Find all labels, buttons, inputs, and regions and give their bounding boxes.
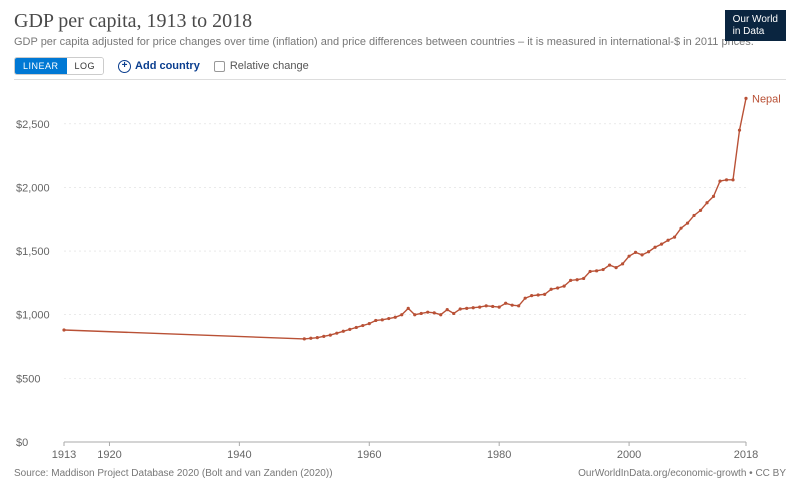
- owid-logo: Our Worldin Data: [725, 10, 786, 41]
- svg-text:1920: 1920: [97, 449, 121, 461]
- svg-text:1940: 1940: [227, 449, 251, 461]
- relative-label: Relative change: [230, 60, 309, 72]
- svg-text:$500: $500: [16, 374, 40, 386]
- checkbox-icon: [214, 61, 225, 72]
- svg-text:1980: 1980: [487, 449, 511, 461]
- attribution: OurWorldInData.org/economic-growth • CC …: [578, 468, 786, 479]
- page-subtitle: GDP per capita adjusted for price change…: [14, 35, 786, 49]
- controls-bar: LINEAR LOG + Add country Relative change: [14, 57, 786, 80]
- linear-button[interactable]: LINEAR: [15, 58, 67, 74]
- svg-text:$0: $0: [16, 437, 28, 449]
- page-title: GDP per capita, 1913 to 2018: [14, 10, 786, 33]
- svg-text:1913: 1913: [52, 449, 76, 461]
- svg-text:Nepal: Nepal: [752, 94, 781, 106]
- svg-text:$1,000: $1,000: [16, 310, 50, 322]
- source-text: Source: Maddison Project Database 2020 (…: [14, 468, 333, 479]
- svg-text:$1,500: $1,500: [16, 246, 50, 258]
- log-button[interactable]: LOG: [67, 58, 104, 74]
- svg-text:$2,500: $2,500: [16, 119, 50, 131]
- add-country-button[interactable]: + Add country: [118, 60, 200, 73]
- svg-text:1960: 1960: [357, 449, 381, 461]
- svg-text:2000: 2000: [617, 449, 641, 461]
- add-country-label: Add country: [135, 60, 200, 72]
- svg-text:2018: 2018: [734, 449, 758, 461]
- plus-icon: +: [118, 60, 131, 73]
- chart: $0 $500 $1,000 $1,500 $2,000 $2,500 1913 1920 19…: [14, 84, 786, 464]
- scale-toggle: LINEAR LOG: [14, 57, 104, 75]
- svg-text:$2,000: $2,000: [16, 183, 50, 195]
- relative-change-toggle[interactable]: Relative change: [214, 60, 309, 72]
- footer: Source: Maddison Project Database 2020 (…: [14, 464, 786, 479]
